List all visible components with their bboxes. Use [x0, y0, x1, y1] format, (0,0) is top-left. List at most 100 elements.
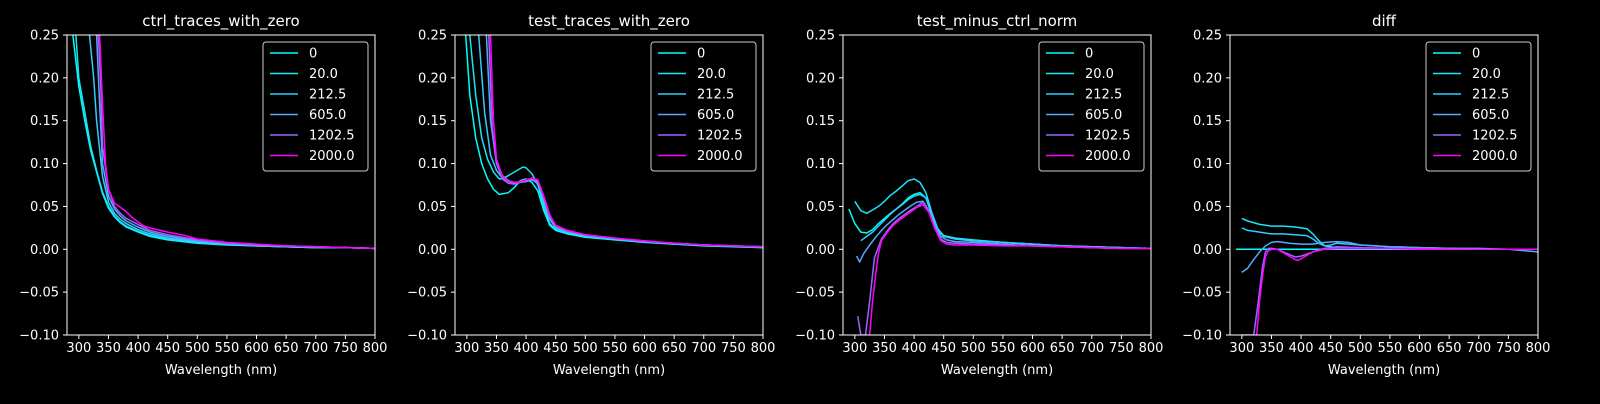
x-tick-label: 750 — [1109, 341, 1134, 356]
chart-panel-3: 300 350 400 450 500 550 600 650 700 750 800 −0.10 −0… — [795, 12, 1163, 378]
x-tick-label: 800 — [1139, 341, 1164, 356]
y-tick-label: 0.25 — [30, 29, 59, 44]
x-tick-label: 350 — [484, 341, 509, 356]
legend: 0 20.0 212.5 605.0 1202.5 2000.0 — [650, 41, 757, 172]
series-line-0 — [848, 191, 1151, 250]
y-tick-label: −0.10 — [795, 329, 835, 344]
series-line-2000.0 — [1255, 247, 1538, 335]
y-tick-label: −0.10 — [19, 329, 59, 344]
x-tick-label: 500 — [185, 341, 210, 356]
x-tick-label: 450 — [931, 341, 956, 356]
series-line-1202.5 — [857, 201, 1151, 335]
legend-label: 20.0 — [1472, 67, 1501, 82]
x-tick-label: 800 — [1526, 341, 1551, 356]
x-tick-label: 500 — [1348, 341, 1373, 356]
legend: 0 20.0 212.5 605.0 1202.5 2000.0 — [1038, 41, 1145, 172]
legend-label: 20.0 — [1085, 67, 1114, 82]
y-tick-label: 0.00 — [30, 243, 59, 258]
legend-label: 605.0 — [697, 108, 734, 123]
legend-label: 1202.5 — [1085, 129, 1131, 144]
y-tick-label: −0.10 — [1182, 329, 1222, 344]
x-tick-label: 550 — [1378, 341, 1403, 356]
legend-label: 20.0 — [309, 67, 338, 82]
y-tick-label: −0.05 — [407, 286, 447, 301]
x-tick-label: 450 — [1318, 341, 1343, 356]
y-tick-label: 0.25 — [418, 29, 447, 44]
series-line-212.5 — [88, 35, 375, 250]
y-tick-label: −0.05 — [1182, 286, 1222, 301]
x-tick-label: 450 — [543, 341, 568, 356]
series-line-212.5 — [860, 193, 1151, 250]
legend: 0 20.0 212.5 605.0 1202.5 2000.0 — [1425, 41, 1532, 172]
plot-frame — [1229, 34, 1539, 336]
legend-label: 605.0 — [309, 108, 346, 123]
y-tick-label: −0.10 — [407, 329, 447, 344]
x-tick-label: 300 — [454, 341, 479, 356]
y-tick-label: 0.10 — [30, 157, 59, 172]
y-tick-label: 0.20 — [806, 71, 835, 86]
x-tick-label: 450 — [155, 341, 180, 356]
x-tick-label: 400 — [902, 341, 927, 356]
x-tick-label: 650 — [662, 341, 687, 356]
chart-panel-2: 300 350 400 450 500 550 600 650 700 750 800 −0.10 −0… — [407, 12, 775, 378]
y-tick-label: 0.25 — [806, 29, 835, 44]
plot-frame — [66, 34, 376, 336]
x-tick-label: 550 — [603, 341, 628, 356]
x-axis-label: Wavelength (nm) — [1328, 363, 1440, 378]
series-line-2000.0 — [98, 35, 375, 250]
y-tick-label: 0.00 — [806, 243, 835, 258]
legend-label: 0 — [1085, 47, 1093, 62]
x-tick-label: 350 — [872, 341, 897, 356]
x-tick-label: 650 — [1050, 341, 1075, 356]
y-tick-label: 0.15 — [806, 114, 835, 129]
x-tick-label: 300 — [66, 341, 91, 356]
y-tick-label: 0.00 — [418, 243, 447, 258]
legend-label: 212.5 — [309, 88, 346, 103]
chart-panel-1: 300 350 400 450 500 550 600 650 700 750 800 −0.10 −0… — [19, 12, 387, 378]
legend-label: 2000.0 — [309, 149, 355, 164]
x-tick-label: 500 — [961, 341, 986, 356]
x-tick-label: 700 — [303, 341, 328, 356]
y-tick-label: 0.15 — [418, 114, 447, 129]
x-tick-label: 600 — [1407, 341, 1432, 356]
x-tick-label: 800 — [363, 341, 388, 356]
chart-title: test_minus_ctrl_norm — [917, 12, 1078, 31]
x-axis-label: Wavelength (nm) — [553, 363, 665, 378]
y-tick-label: 0.25 — [1193, 29, 1222, 44]
x-tick-label: 600 — [244, 341, 269, 356]
legend-label: 1202.5 — [1472, 129, 1518, 144]
chart-panel-4: 300 350 400 450 500 550 600 650 700 750 800 −0.10 −0… — [1182, 12, 1550, 378]
legend-label: 212.5 — [1472, 88, 1509, 103]
y-tick-label: 0.10 — [418, 157, 447, 172]
x-tick-label: 800 — [751, 341, 776, 356]
legend-label: 212.5 — [697, 88, 734, 103]
series-line-2000.0 — [868, 203, 1151, 335]
x-tick-label: 550 — [215, 341, 240, 356]
x-tick-label: 750 — [721, 341, 746, 356]
legend: 0 20.0 212.5 605.0 1202.5 2000.0 — [262, 41, 369, 172]
legend-label: 605.0 — [1472, 108, 1509, 123]
x-tick-label: 650 — [274, 341, 299, 356]
chart-title: ctrl_traces_with_zero — [142, 12, 299, 31]
series-line-1202.5 — [1241, 245, 1538, 335]
x-tick-label: 700 — [691, 341, 716, 356]
y-tick-label: 0.20 — [30, 71, 59, 86]
legend-label: 605.0 — [1085, 108, 1122, 123]
series-line-605.0 — [1241, 240, 1538, 274]
y-tick-label: 0.05 — [30, 200, 59, 215]
legend-label: 0 — [309, 47, 317, 62]
x-axis-label: Wavelength (nm) — [165, 363, 277, 378]
x-tick-label: 300 — [1229, 341, 1254, 356]
y-tick-label: 0.05 — [806, 200, 835, 215]
legend-label: 2000.0 — [1472, 149, 1518, 164]
chart-title: diff — [1372, 12, 1397, 30]
chart-title: test_traces_with_zero — [528, 12, 690, 31]
x-tick-label: 500 — [573, 341, 598, 356]
x-tick-label: 750 — [333, 341, 358, 356]
y-tick-label: −0.05 — [795, 286, 835, 301]
x-tick-label: 300 — [842, 341, 867, 356]
y-tick-label: 0.20 — [418, 71, 447, 86]
x-axis-label: Wavelength (nm) — [941, 363, 1053, 378]
y-tick-label: 0.05 — [418, 200, 447, 215]
